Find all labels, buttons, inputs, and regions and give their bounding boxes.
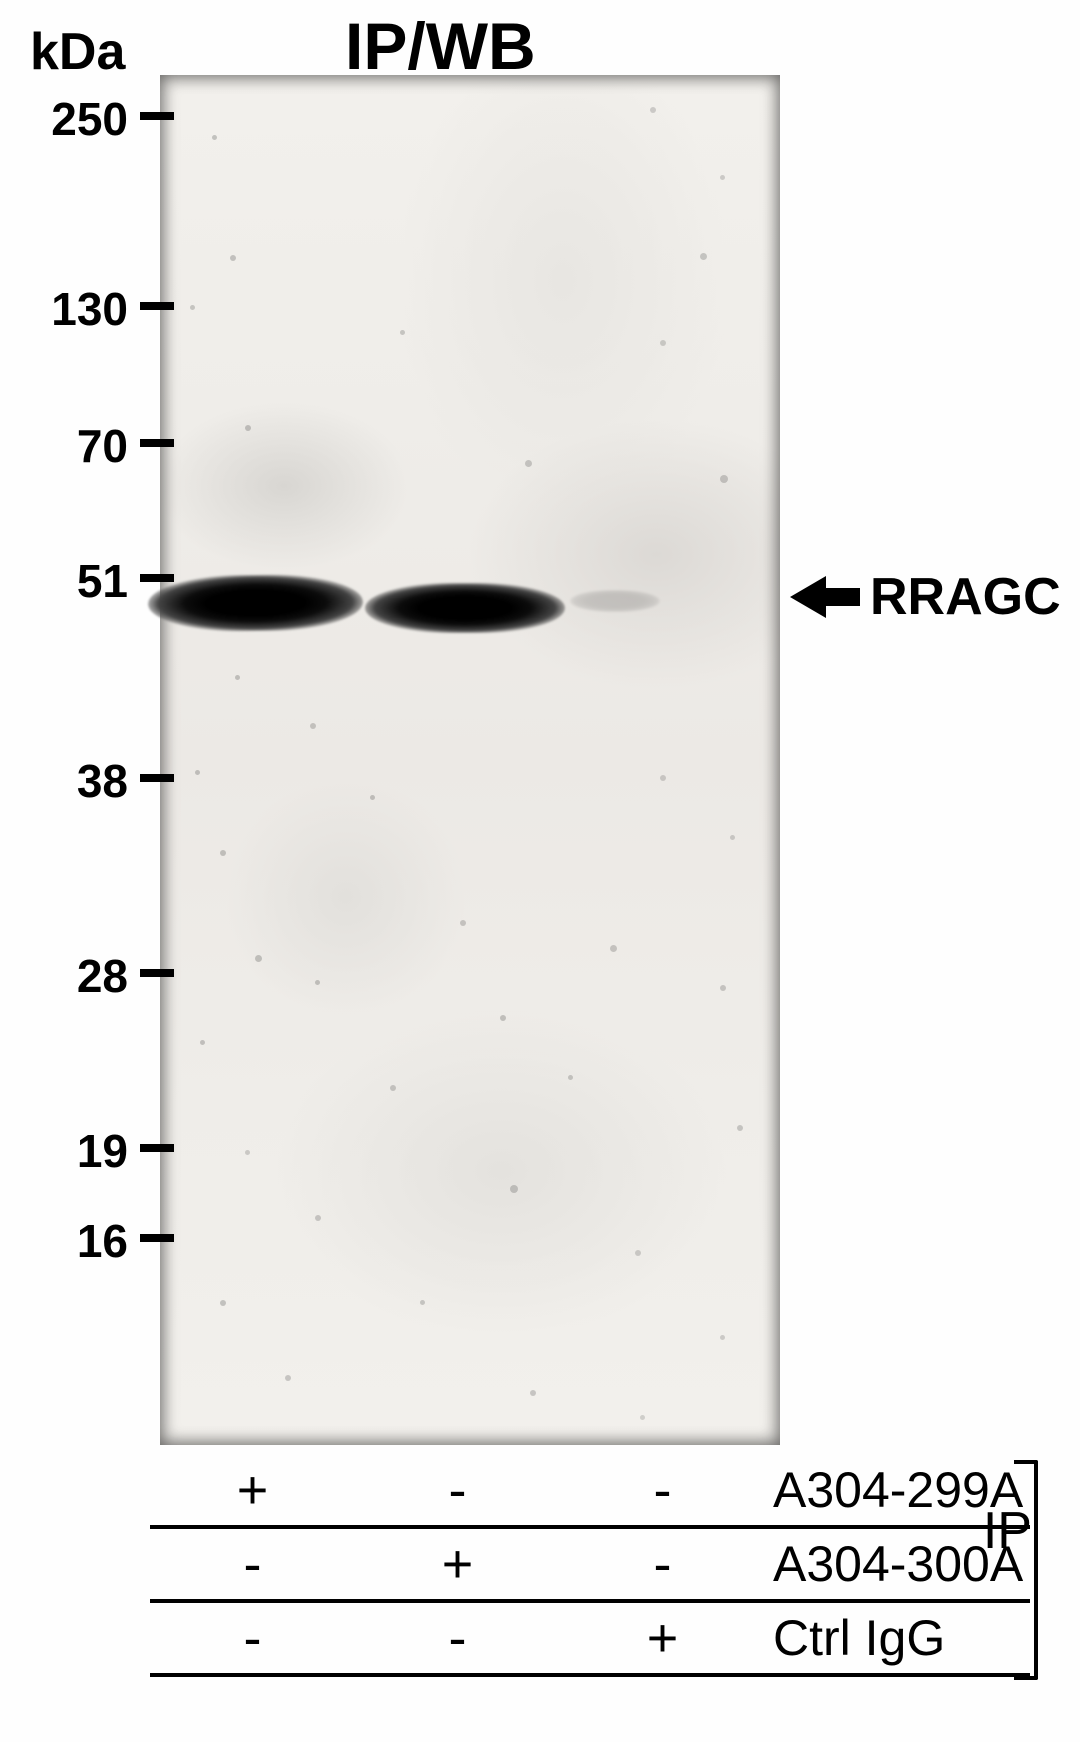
ladder-label: 28 [8,949,128,1003]
ip-cell: - [560,1459,765,1521]
noise-speckle [245,425,251,431]
ladder-tick [140,574,174,582]
noise-speckle [370,795,375,800]
blot-membrane [160,75,780,1445]
ladder-label: 250 [8,92,128,146]
noise-speckle [200,1040,205,1045]
noise-speckle [660,775,666,781]
ladder-tick [140,1144,174,1152]
ladder-tick [140,302,174,310]
noise-speckle [195,770,200,775]
ladder-tick [140,969,174,977]
figure-title: IP/WB [345,8,536,84]
ip-cell: - [150,1607,355,1669]
band-lane2 [365,583,565,633]
ladder-label: 19 [8,1124,128,1178]
ip-cell: + [150,1459,355,1521]
noise-speckle [315,1215,321,1221]
ip-cell: - [150,1533,355,1595]
noise-speckle [737,1125,743,1131]
ip-cell: - [560,1533,765,1595]
ladder-label: 38 [8,754,128,808]
noise-speckle [255,955,262,962]
noise-speckle [640,1415,645,1420]
noise-speckle [245,1150,250,1155]
ip-bracket [1014,1460,1038,1680]
ladder-tick [140,774,174,782]
noise-speckle [525,460,532,467]
noise-speckle [500,1015,506,1021]
target-label: RRAGC [870,567,1061,627]
noise-speckle [700,253,707,260]
noise-speckle [510,1185,518,1193]
noise-speckle [660,340,666,346]
ip-cell: - [355,1459,560,1521]
western-blot-figure: kDa IP/WB 250 130 70 51 38 28 19 16 RRAGC + - -… [0,0,1080,1742]
ip-row: - - + Ctrl IgG [150,1603,1030,1677]
noise-speckle [235,675,240,680]
noise-speckle [400,330,405,335]
noise-speckle [220,1300,226,1306]
noise-speckle [720,1335,725,1340]
ladder-label: 51 [8,554,128,608]
noise-speckle [720,985,726,991]
noise-speckle [650,107,656,113]
ladder-tick [140,1234,174,1242]
ip-row: - + - A304-300A [150,1529,1030,1603]
ip-cell: + [355,1533,560,1595]
band-lane3-faint [570,590,660,612]
noise-speckle [568,1075,573,1080]
noise-speckle [420,1300,425,1305]
noise-speckle [720,175,725,180]
noise-speckle [610,945,617,952]
ladder-tick [140,439,174,447]
noise-speckle [220,850,226,856]
ladder-label: 16 [8,1214,128,1268]
ip-row: + - - A304-299A [150,1455,1030,1529]
ladder-label: 70 [8,419,128,473]
noise-speckle [720,475,728,483]
ip-antibody-label: Ctrl IgG [765,1609,945,1667]
noise-speckle [730,835,735,840]
target-arrow: RRAGC [790,567,1061,627]
noise-speckle [190,305,195,310]
ladder-tick [140,112,174,120]
band-lane1 [148,574,364,632]
noise-speckle [635,1250,641,1256]
noise-speckle [285,1375,291,1381]
noise-speckle [230,255,236,261]
noise-speckle [212,135,217,140]
noise-speckle [460,920,466,926]
noise-speckle [315,980,320,985]
noise-speckle [530,1390,536,1396]
ip-table: + - - A304-299A - + - A304-300A - - + Ct… [150,1455,1030,1677]
arrow-left-icon [790,574,860,620]
noise-speckle [310,723,316,729]
kda-unit-label: kDa [30,22,125,82]
ip-cell: - [355,1607,560,1669]
ip-cell: + [560,1607,765,1669]
ladder-label: 130 [8,282,128,336]
noise-speckle [390,1085,396,1091]
